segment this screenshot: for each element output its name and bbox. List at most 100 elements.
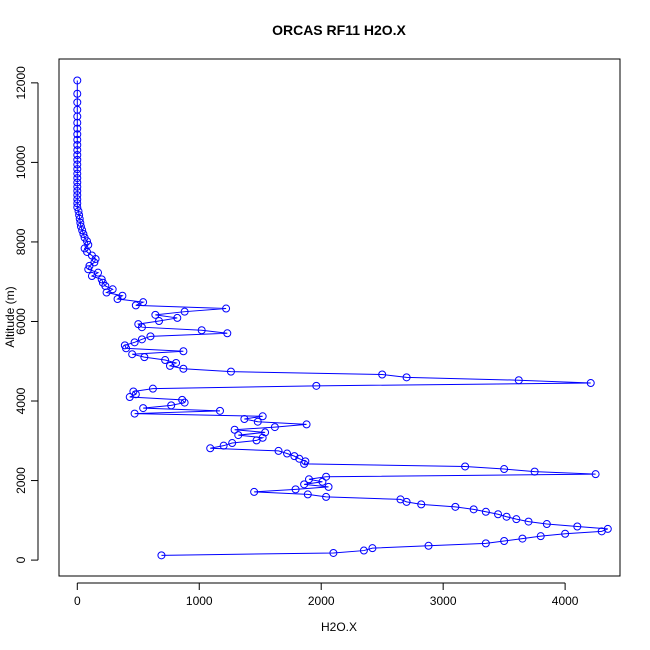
data-point [73, 169, 82, 178]
data-point [73, 118, 82, 127]
data-point [178, 395, 187, 404]
x-axis-label: H2O.X [321, 620, 357, 634]
data-point [75, 211, 84, 220]
data-point [75, 214, 84, 223]
data-point [530, 467, 539, 476]
data-point [167, 401, 176, 410]
data-point [73, 199, 82, 208]
data-point [73, 160, 82, 169]
data-point [73, 89, 82, 98]
data-point [129, 387, 138, 396]
data-point [500, 536, 509, 545]
y-axis: 0 2000 4000 6000 8000 10000 12000 [14, 66, 39, 563]
data-point [97, 275, 106, 284]
x-axis: 0 1000 2000 3000 4000 [74, 582, 579, 608]
y-tick-label: 6000 [14, 308, 28, 335]
data-point [261, 428, 270, 437]
data-point [230, 425, 239, 434]
data-point [253, 417, 262, 426]
data-point [424, 541, 433, 550]
data-point [206, 444, 215, 453]
chart-title: ORCAS RF11 H2O.X [272, 22, 406, 38]
data-point [73, 195, 82, 204]
data-point [290, 452, 299, 461]
data-point [79, 229, 88, 238]
data-point [73, 76, 82, 85]
data-point [252, 436, 261, 445]
data-point [573, 522, 582, 531]
data-point [73, 146, 82, 155]
data-point [368, 544, 377, 553]
data-point [524, 517, 533, 526]
data-point [302, 420, 311, 429]
data-point [180, 307, 189, 316]
data-point [73, 186, 82, 195]
data-point [139, 298, 148, 307]
data-point [215, 406, 224, 415]
y-tick-label: 10000 [14, 145, 28, 179]
data-point [378, 370, 387, 379]
data-point [542, 520, 551, 529]
data-point [151, 310, 160, 319]
data-point [76, 222, 85, 231]
data-point [469, 505, 478, 514]
x-tick-label: 3000 [430, 594, 457, 608]
data-point [561, 529, 570, 538]
data-point [161, 356, 170, 365]
data-point [329, 548, 338, 557]
data-point [518, 534, 527, 543]
data-point [137, 335, 146, 344]
data-point [78, 226, 87, 235]
data-point [226, 367, 235, 376]
data-point [318, 477, 327, 486]
y-tick-label: 8000 [14, 228, 28, 255]
data-point [173, 313, 182, 322]
data-point [73, 203, 82, 212]
series-layer [73, 76, 612, 560]
data-point [85, 261, 94, 270]
x-tick-label: 0 [74, 594, 81, 608]
data-point [180, 398, 189, 407]
data-point [155, 317, 164, 326]
data-point [591, 470, 600, 479]
data-point [139, 404, 148, 413]
data-point [451, 502, 460, 511]
data-point [250, 487, 259, 496]
data-point [91, 254, 100, 263]
data-point [73, 112, 82, 121]
data-point [73, 124, 82, 133]
data-point [197, 326, 206, 335]
data-point [131, 301, 140, 310]
data-point [179, 347, 188, 356]
data-point [512, 515, 521, 524]
data-point [73, 151, 82, 160]
data-point [130, 409, 139, 418]
x-tick-label: 2000 [308, 594, 335, 608]
data-point [303, 490, 312, 499]
data-point [417, 500, 426, 509]
data-point [122, 344, 131, 353]
data-point [283, 449, 292, 458]
data-point [322, 492, 331, 501]
data-point [500, 465, 509, 474]
data-point [305, 475, 314, 484]
data-point [84, 265, 93, 274]
data-point [222, 304, 231, 313]
data-point [223, 329, 232, 338]
data-point [73, 135, 82, 144]
data-point [73, 191, 82, 200]
data-point [291, 485, 300, 494]
plot-frame [58, 58, 621, 577]
data-point [125, 393, 134, 402]
data-point [402, 497, 411, 506]
data-point [359, 546, 368, 555]
y-axis-label: Altitude (m) [3, 286, 17, 347]
data-point [270, 423, 279, 432]
data-point [140, 353, 149, 362]
data-point [219, 441, 228, 450]
data-point [108, 285, 117, 294]
data-point [73, 178, 82, 187]
data-point [234, 431, 243, 440]
data-point [228, 439, 237, 448]
